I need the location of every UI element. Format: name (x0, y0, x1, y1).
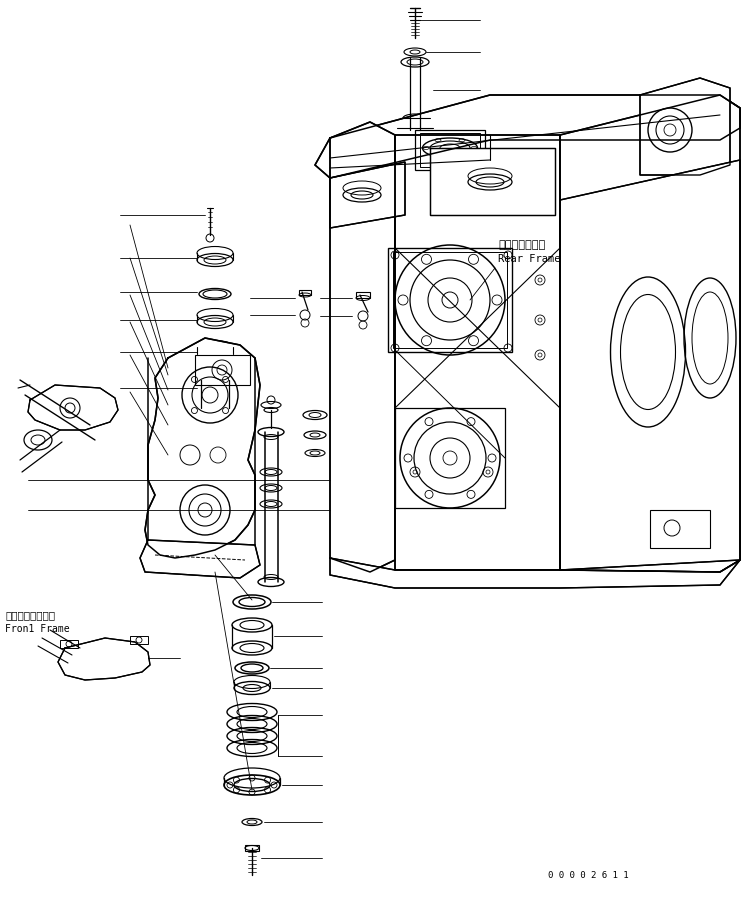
Bar (395, 408, 505, 508)
Bar (356, 292, 370, 298)
Bar (245, 845, 259, 851)
Polygon shape (395, 135, 560, 570)
Text: リヤーフレーム: リヤーフレーム (498, 240, 545, 250)
Polygon shape (640, 78, 730, 175)
Bar (60, 640, 78, 648)
Text: Fron1 Frame: Fron1 Frame (5, 624, 70, 634)
Bar (195, 355, 250, 385)
Text: Rear Frame: Rear Frame (498, 254, 560, 264)
Polygon shape (560, 95, 740, 572)
Bar (130, 636, 148, 644)
Bar (279, 715, 294, 759)
Polygon shape (330, 558, 740, 588)
Bar (388, 248, 512, 352)
Polygon shape (315, 95, 740, 178)
Polygon shape (430, 148, 555, 215)
Polygon shape (330, 162, 405, 228)
Polygon shape (28, 385, 118, 430)
Bar (420, 133, 480, 167)
Polygon shape (330, 122, 395, 572)
Bar (650, 510, 710, 548)
Polygon shape (58, 638, 150, 680)
Bar (393, 252, 507, 348)
Polygon shape (145, 338, 260, 558)
Bar (299, 290, 311, 295)
Polygon shape (560, 160, 740, 570)
Text: 0 0 0 0 2 6 1 1: 0 0 0 0 2 6 1 1 (548, 871, 629, 880)
Polygon shape (140, 540, 260, 578)
Bar (415, 130, 485, 170)
Text: フロントフレーム: フロントフレーム (5, 610, 55, 620)
